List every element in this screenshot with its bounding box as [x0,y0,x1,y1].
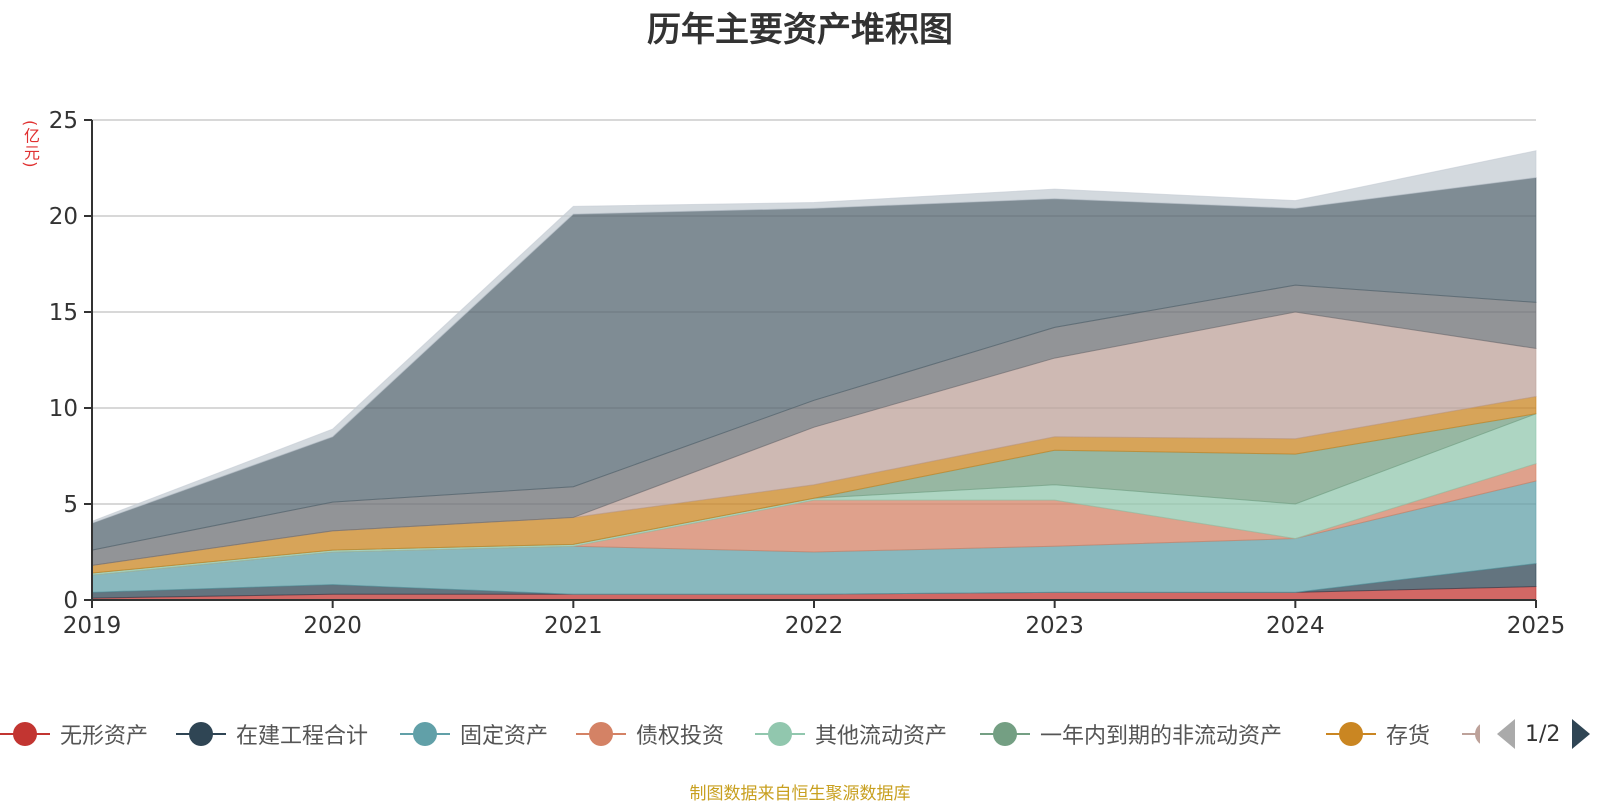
legend-page-indicator: 1/2 [1525,721,1561,747]
legend-item[interactable] [1462,712,1480,756]
legend-label: 债权投资 [636,724,725,749]
y-tick-label: 0 [63,588,78,614]
x-tick-label: 2019 [63,613,122,639]
legend-item[interactable]: 债权投资 [576,712,724,756]
legend-item[interactable]: 固定资产 [400,712,548,756]
legend-pager: 1/2 [1497,712,1591,756]
y-tick-label: 15 [49,300,78,326]
x-tick-label: 2023 [1025,613,1084,639]
legend-swatch-icon [755,719,805,749]
legend-label: 其他流动资产 [815,724,948,749]
data-source-note: 制图数据来自恒生聚源数据库 [689,784,911,804]
x-tick-label: 2022 [785,613,844,639]
legend-item[interactable]: 一年内到期的非流动资产 [980,712,1282,756]
x-tick-label: 2024 [1266,613,1325,639]
legend-swatch-icon [980,719,1030,749]
chart-title: 历年主要资产堆积图 [647,10,953,50]
legend-items: 无形资产 在建工程合计 固定资产 债权投资 其他流动资产 一年内到期的非流动资产 存货 [0,712,1480,756]
y-tick-label: 5 [63,492,78,518]
legend-item[interactable]: 在建工程合计 [176,712,368,756]
y-axis-unit-label: (亿元) [21,120,40,169]
legend-next-page-icon[interactable] [1572,719,1591,749]
y-tick-label: 10 [49,396,78,422]
legend-item[interactable]: 存货 [1326,712,1430,756]
legend-label: 固定资产 [460,724,549,749]
legend-item[interactable]: 其他流动资产 [755,712,947,756]
legend-swatch-icon [400,719,450,749]
x-tick-label: 2020 [303,613,362,639]
legend-label: 一年内到期的非流动资产 [1040,724,1283,749]
area-series-10 [91,150,1537,524]
legend: 无形资产 在建工程合计 固定资产 债权投资 其他流动资产 一年内到期的非流动资产 存货 1/… [0,712,1600,756]
legend-prev-page-icon[interactable] [1497,719,1515,749]
legend-swatch-icon [1326,719,1376,749]
y-tick-label: 20 [49,204,78,230]
legend-swatch-icon [0,719,50,749]
legend-item[interactable]: 无形资产 [0,712,148,756]
legend-swatch-icon [1462,719,1480,749]
legend-swatch-icon [176,719,226,749]
legend-swatch-icon [576,719,626,749]
x-tick-label: 2021 [544,613,603,639]
legend-label: 无形资产 [60,724,149,749]
legend-label: 存货 [1386,724,1431,749]
y-tick-label: 25 [49,108,78,134]
legend-label: 在建工程合计 [236,724,369,749]
x-tick-label: 2025 [1507,613,1566,639]
